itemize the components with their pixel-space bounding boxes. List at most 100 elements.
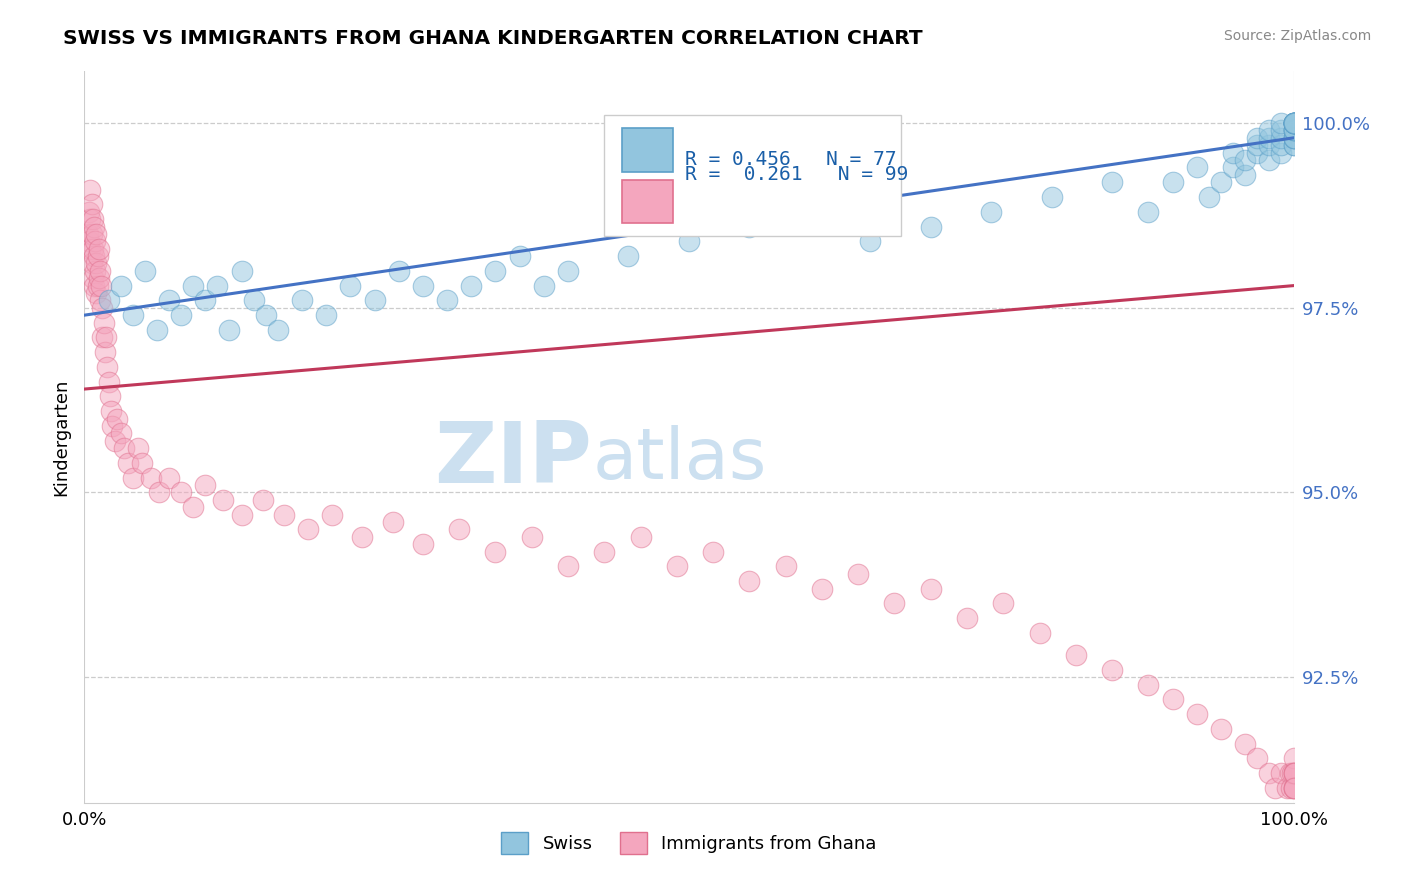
Point [460, 278, 482, 293]
Point [90, 278, 112, 293]
Point [533, 278, 555, 293]
Point [297, 523, 319, 537]
Point [1282, 123, 1305, 137]
Point [1282, 116, 1305, 130]
Point [86, 227, 108, 241]
Point [83, 278, 105, 293]
Point [1258, 131, 1281, 145]
Point [1234, 168, 1257, 182]
Point [89, 293, 111, 308]
Point [484, 544, 506, 558]
Point [86, 278, 108, 293]
Point [1270, 766, 1292, 780]
Point [1222, 145, 1244, 160]
Point [859, 235, 882, 249]
Point [1258, 138, 1281, 153]
Point [315, 308, 337, 322]
Point [1282, 116, 1305, 130]
Point [110, 278, 132, 293]
Point [665, 559, 688, 574]
Point [80, 256, 103, 270]
Point [121, 308, 143, 322]
Point [181, 500, 204, 515]
Legend: Swiss, Immigrants from Ghana: Swiss, Immigrants from Ghana [492, 823, 886, 863]
Point [117, 456, 139, 470]
Point [82, 242, 104, 256]
Text: R =  0.261   N = 99: R = 0.261 N = 99 [685, 165, 908, 184]
Point [449, 523, 471, 537]
Point [920, 582, 942, 596]
Point [1282, 116, 1305, 130]
Point [993, 596, 1015, 610]
Point [1270, 131, 1292, 145]
FancyBboxPatch shape [623, 179, 673, 223]
Point [1246, 145, 1268, 160]
Point [252, 492, 274, 507]
Point [1137, 677, 1160, 691]
Point [1282, 751, 1305, 765]
Point [1101, 175, 1123, 189]
Point [1222, 161, 1244, 175]
Point [593, 544, 616, 558]
Point [1282, 780, 1305, 795]
Point [80, 197, 103, 211]
Point [121, 471, 143, 485]
Point [77, 227, 100, 241]
Point [1270, 145, 1292, 160]
Point [1282, 131, 1305, 145]
Point [112, 441, 135, 455]
Point [1209, 722, 1232, 736]
Point [105, 411, 128, 425]
Point [77, 204, 100, 219]
Point [79, 183, 101, 197]
Point [630, 530, 652, 544]
Point [91, 330, 114, 344]
Point [212, 492, 235, 507]
Point [77, 235, 100, 249]
Point [1101, 663, 1123, 677]
Point [1028, 625, 1050, 640]
Point [980, 204, 1002, 219]
Point [799, 204, 821, 219]
Point [104, 434, 127, 448]
Point [1161, 175, 1184, 189]
Point [1137, 204, 1160, 219]
Point [1282, 138, 1305, 153]
Point [1270, 123, 1292, 137]
Point [1282, 766, 1305, 780]
Point [1258, 766, 1281, 780]
Point [1209, 175, 1232, 189]
Point [1064, 648, 1087, 662]
Point [738, 219, 761, 234]
Point [84, 264, 107, 278]
Point [194, 478, 217, 492]
Point [1282, 123, 1305, 137]
Point [363, 293, 385, 308]
Point [207, 278, 229, 293]
Point [80, 227, 103, 241]
Point [100, 404, 122, 418]
Point [94, 330, 117, 344]
Point [101, 419, 124, 434]
Point [321, 508, 343, 522]
Point [956, 611, 979, 625]
Point [82, 271, 104, 285]
Point [87, 242, 110, 256]
Point [96, 359, 118, 374]
Point [846, 566, 869, 581]
Point [520, 530, 543, 544]
Point [557, 264, 579, 278]
Point [1282, 131, 1305, 145]
Point [134, 264, 156, 278]
Text: Source: ZipAtlas.com: Source: ZipAtlas.com [1223, 29, 1371, 43]
Point [920, 219, 942, 234]
Point [291, 293, 314, 308]
Point [1282, 766, 1305, 780]
Point [388, 264, 411, 278]
Point [87, 271, 110, 285]
Point [231, 264, 253, 278]
Point [86, 285, 108, 300]
Point [1234, 153, 1257, 167]
Point [131, 456, 153, 470]
Point [412, 537, 434, 551]
